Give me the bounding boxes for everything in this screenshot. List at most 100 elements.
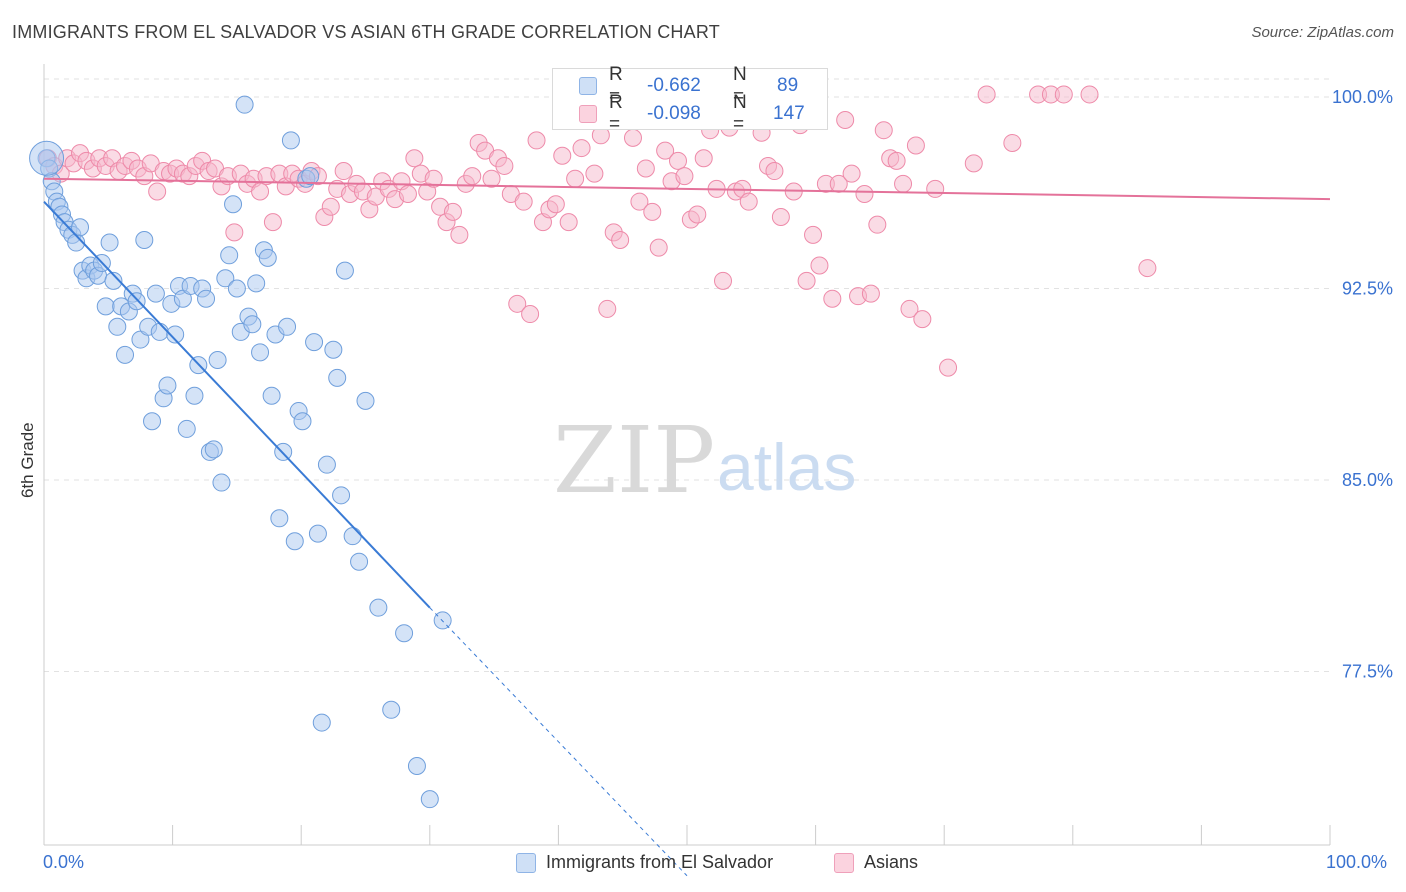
asians-point xyxy=(1138,259,1157,278)
legend: Immigrants from El Salvador Asians xyxy=(0,852,1406,878)
asians-point xyxy=(855,185,874,204)
el-salvador-point xyxy=(301,167,320,186)
y-tick-label: 100.0% xyxy=(1332,87,1393,107)
asians-point xyxy=(598,299,617,318)
asians-point xyxy=(1003,133,1022,152)
el-salvador-point xyxy=(308,524,327,543)
asians-point xyxy=(450,225,469,244)
legend-item-asians[interactable]: Asians xyxy=(834,852,918,873)
asians-point xyxy=(939,358,958,377)
el-salvador-point xyxy=(212,473,231,492)
trend-lines xyxy=(43,177,1331,877)
el-salvador-point xyxy=(312,713,331,732)
legend-item-el-salvador[interactable]: Immigrants from El Salvador xyxy=(516,852,773,873)
asians-point xyxy=(906,136,925,155)
legend-swatch-pink xyxy=(834,852,854,873)
stats-swatch-blue xyxy=(579,77,597,95)
el-salvador-point xyxy=(166,325,185,344)
el-salvador-point xyxy=(247,274,266,293)
el-salvador-point xyxy=(335,261,354,280)
el-salvador-point xyxy=(116,345,135,364)
y-tick-label: 77.5% xyxy=(1342,662,1393,682)
el-salvador-point xyxy=(220,246,239,265)
stats-n-value: 147 xyxy=(773,103,805,124)
stats-n-label: N = xyxy=(733,64,747,107)
el-salvador-point xyxy=(135,230,154,249)
asians-point xyxy=(668,151,687,170)
asians-point xyxy=(424,169,443,188)
el-salvador-point xyxy=(100,233,119,252)
legend-label: Immigrants from El Salvador xyxy=(546,852,774,872)
asians-point xyxy=(321,197,340,216)
asians-point xyxy=(463,167,482,186)
el-salvador-point xyxy=(235,95,254,114)
asians-point xyxy=(887,151,906,170)
legend-label: Asians xyxy=(864,852,919,872)
asians-point xyxy=(572,139,591,158)
y-tick-labels: 100.0% 92.5% 85.0% 77.5% xyxy=(1332,87,1393,682)
stats-n-value: 89 xyxy=(777,75,799,96)
el-salvador-point xyxy=(216,269,235,288)
asians-point xyxy=(334,162,353,181)
el-salvador-point xyxy=(350,552,369,571)
el-salvador-point xyxy=(146,284,165,303)
asians-point xyxy=(643,202,662,221)
x-tick-right: 100.0% xyxy=(1326,852,1388,872)
el-salvador-point xyxy=(185,386,204,405)
asians-point xyxy=(521,305,540,324)
asians-point xyxy=(913,310,932,329)
asians-point xyxy=(546,195,565,214)
el-salvador-point xyxy=(332,486,351,505)
el-salvador-point xyxy=(71,218,90,237)
asians-point xyxy=(656,141,675,160)
asians-point xyxy=(926,179,945,198)
el-salvador-point xyxy=(262,386,281,405)
asians-point xyxy=(566,169,585,188)
asians-point xyxy=(514,192,533,211)
el-salvador-point xyxy=(369,598,388,617)
source-label: Source: ZipAtlas.com xyxy=(1251,24,1394,41)
el-salvador-point xyxy=(270,509,289,528)
asians-point xyxy=(559,213,578,232)
el-salvador-point xyxy=(158,376,177,395)
el-salvador-point xyxy=(177,419,196,438)
el-salvador-point xyxy=(251,343,270,362)
el-salvador-point xyxy=(197,289,216,308)
el-salvador-point xyxy=(227,279,246,298)
watermark-atlas: atlas xyxy=(717,430,856,504)
stats-r-label: R = xyxy=(609,64,623,107)
el-salvador-point xyxy=(258,248,277,267)
el-salvador-trend-line xyxy=(43,200,431,609)
stats-r-value: -0.098 xyxy=(647,103,701,124)
el-salvador-point xyxy=(328,368,347,387)
asians-point xyxy=(482,169,501,188)
asians-point xyxy=(527,131,546,150)
watermark: ZIP atlas xyxy=(553,407,856,514)
el-salvador-point xyxy=(305,333,324,352)
asians-point xyxy=(765,162,784,181)
asians-point xyxy=(823,289,842,308)
asians-point xyxy=(771,208,790,227)
el-salvador-point xyxy=(278,317,297,336)
asians-point xyxy=(225,223,244,242)
asians-point xyxy=(630,192,649,211)
asians-point xyxy=(553,146,572,165)
el-salvador-point xyxy=(224,195,243,214)
asians-point xyxy=(263,213,282,232)
asians-point xyxy=(251,182,270,201)
asians-point xyxy=(964,154,983,173)
el-salvador-point xyxy=(356,391,375,410)
y-tick-label: 92.5% xyxy=(1342,279,1393,299)
el-salvador-point xyxy=(382,700,401,719)
el-salvador-point xyxy=(285,532,304,551)
asians-point xyxy=(649,238,668,257)
asians-trend-line xyxy=(43,177,1331,201)
asians-point xyxy=(836,110,855,129)
asians-point xyxy=(894,174,913,193)
el-salvador-point xyxy=(317,455,336,474)
axes xyxy=(43,64,1331,846)
asians-point xyxy=(900,299,919,318)
asians-point xyxy=(675,167,694,186)
y-tick-label: 85.0% xyxy=(1342,470,1393,490)
